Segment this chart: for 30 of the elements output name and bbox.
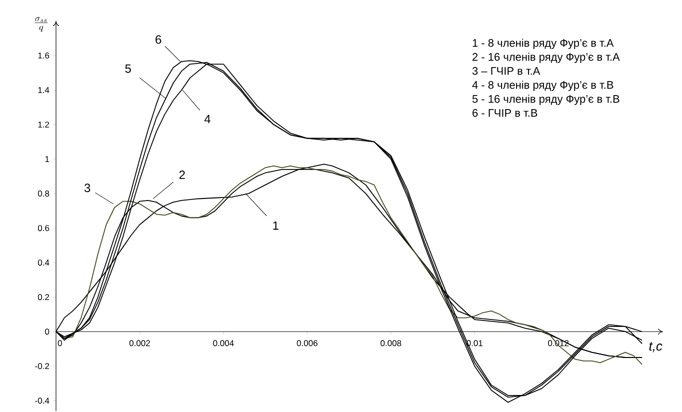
y-tick-label: 1.4 <box>38 87 50 93</box>
y-tick-label: 1.6 <box>38 52 50 59</box>
annotation: 4 - 8 членів ряду Фур’є в т.В <box>472 80 614 91</box>
y-tick-label: 0.2 <box>38 294 50 300</box>
y-tick-label: 1 <box>45 156 50 162</box>
annotation: 4 <box>204 114 210 124</box>
annotation: 2 <box>179 170 185 179</box>
y-tick-label: 1.2 <box>38 122 50 128</box>
annotation: 6 <box>156 35 162 44</box>
y-tick-label: 0 <box>45 328 50 335</box>
annotation: 5 - 16 членів ряду Фур’є в т.В <box>472 94 620 105</box>
annotation: 3 <box>84 184 90 192</box>
annotation: 6 - ГЧІР в т.В <box>472 109 538 117</box>
annotation: 2 - 16 членів ряду Фур’є в т.А <box>472 52 620 63</box>
annotation: 1 - 8 членів ряду Фур’є в т.А <box>472 38 614 49</box>
y-tick-label: 0.8 <box>38 190 50 197</box>
x-tick-label: 0 <box>58 340 62 346</box>
y-axis-title: $\frac{\sigma_{ss}}{q}$ <box>34 17 48 32</box>
y-tick-label: 0.6 <box>38 225 50 232</box>
y-tick-label: 0.4 <box>38 260 50 266</box>
y-tick-label: -0.4 <box>35 398 50 404</box>
x-axis-title: t,c <box>649 342 662 352</box>
annotation: 1 <box>273 221 278 230</box>
x-tick-label: 0.004 <box>213 340 234 346</box>
x-tick-label: 0.002 <box>129 340 150 346</box>
y-tick-label: -0.2 <box>35 363 50 370</box>
x-tick-label: 0.008 <box>380 340 402 346</box>
x-tick-label: 0.006 <box>296 340 318 346</box>
annotation: 5 <box>125 64 131 73</box>
annotation: 3 – ГЧІР в т.А <box>472 67 540 75</box>
